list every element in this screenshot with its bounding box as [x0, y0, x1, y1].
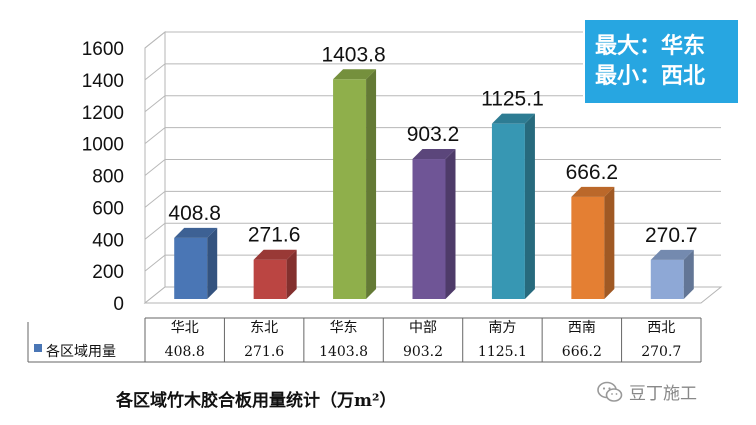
watermark: 豆丁施工: [597, 379, 697, 404]
legend-label: 各区域用量: [46, 344, 116, 360]
bar-side: [445, 149, 456, 299]
bar-top: [333, 69, 377, 80]
bar-front: [333, 79, 367, 299]
bar: [491, 113, 535, 299]
bar-front: [412, 159, 446, 299]
y-tick-label: 600: [92, 198, 124, 219]
bar: [412, 149, 456, 299]
y-tick-label: 0: [113, 294, 124, 315]
x-category-label: 华北: [171, 320, 199, 336]
data-label: 1125.1: [481, 88, 544, 111]
x-category-label: 中部: [409, 320, 437, 336]
table-value: 1403.8: [319, 344, 368, 360]
callout-min-text: 最小：西北: [595, 64, 706, 89]
bar-top: [571, 186, 615, 197]
bar-side: [207, 227, 218, 299]
bar-side: [524, 113, 535, 299]
chart-title: 各区域竹木胶合板用量统计（万m²）: [116, 391, 397, 411]
table-value: 666.2: [562, 344, 602, 360]
bar-side: [683, 249, 694, 299]
bar-top: [253, 249, 297, 260]
bar: [174, 227, 218, 299]
data-table: 华北 408.8 东北 271.6 华东 1403.8 中部 903.2 南方 1125.1 西南 6…: [27, 317, 702, 363]
bar-front: [650, 259, 684, 299]
data-labels: 408.8 271.6 1403.8 903.2 1125.1 666.2 270.7: [168, 43, 697, 247]
gridline: [144, 190, 721, 208]
x-category-label: 东北: [250, 320, 278, 336]
table-value: 903.2: [403, 344, 443, 360]
gridline: [144, 222, 721, 240]
summary-callout: 最大：华东 最小：西北: [583, 18, 740, 105]
data-label: 271.6: [248, 224, 301, 247]
gridline: [144, 31, 721, 49]
bar-top: [174, 227, 218, 238]
y-axis-ticks: 0 200 400 600 800 1000 1200 1400 1600: [82, 39, 124, 315]
y-tick-label: 800: [92, 167, 124, 188]
bar-top: [412, 149, 456, 160]
bar-front: [491, 123, 525, 299]
bar-front: [174, 237, 208, 299]
gridlines: [144, 31, 721, 272]
gridline: [144, 254, 721, 272]
watermark-text: 豆丁施工: [629, 384, 697, 404]
gridline: [144, 159, 721, 176]
table-value: 271.6: [244, 344, 284, 360]
callout-max-text: 最大：华东: [595, 34, 706, 59]
table-value: 270.7: [641, 344, 681, 360]
y-tick-label: 1400: [82, 71, 124, 92]
x-category-label: 华东: [330, 320, 358, 336]
y-tick-label: 1600: [82, 39, 124, 60]
y-tick-label: 1000: [82, 135, 124, 156]
table-value: 1125.1: [478, 344, 527, 360]
x-category-label: 西南: [568, 320, 596, 336]
bar: [333, 69, 377, 299]
legend-swatch: [34, 344, 42, 352]
data-label: 408.8: [168, 202, 221, 225]
wechat-icon: [597, 381, 623, 402]
gridline: [144, 63, 721, 81]
data-label: 1403.8: [321, 43, 385, 66]
bar-side: [604, 186, 615, 299]
bar-front: [571, 196, 605, 299]
gridline: [144, 95, 721, 113]
bars: [174, 69, 694, 299]
table-value: 408.8: [165, 344, 205, 360]
data-label: 903.2: [407, 123, 460, 146]
bar-top: [491, 113, 535, 124]
y-tick-label: 200: [92, 262, 124, 283]
gridline: [144, 127, 721, 145]
bar: [650, 249, 694, 299]
bar: [253, 249, 297, 299]
bar: [571, 186, 615, 299]
data-label: 270.7: [645, 224, 698, 247]
bar-top: [650, 249, 694, 260]
bar-side: [366, 69, 377, 299]
data-label: 666.2: [566, 161, 619, 184]
y-tick-label: 1200: [82, 103, 124, 124]
bar-side: [286, 249, 297, 299]
y-tick-label: 400: [92, 230, 124, 251]
x-category-label: 南方: [488, 320, 516, 336]
x-category-label: 西北: [647, 320, 675, 336]
bar-front: [253, 259, 287, 299]
